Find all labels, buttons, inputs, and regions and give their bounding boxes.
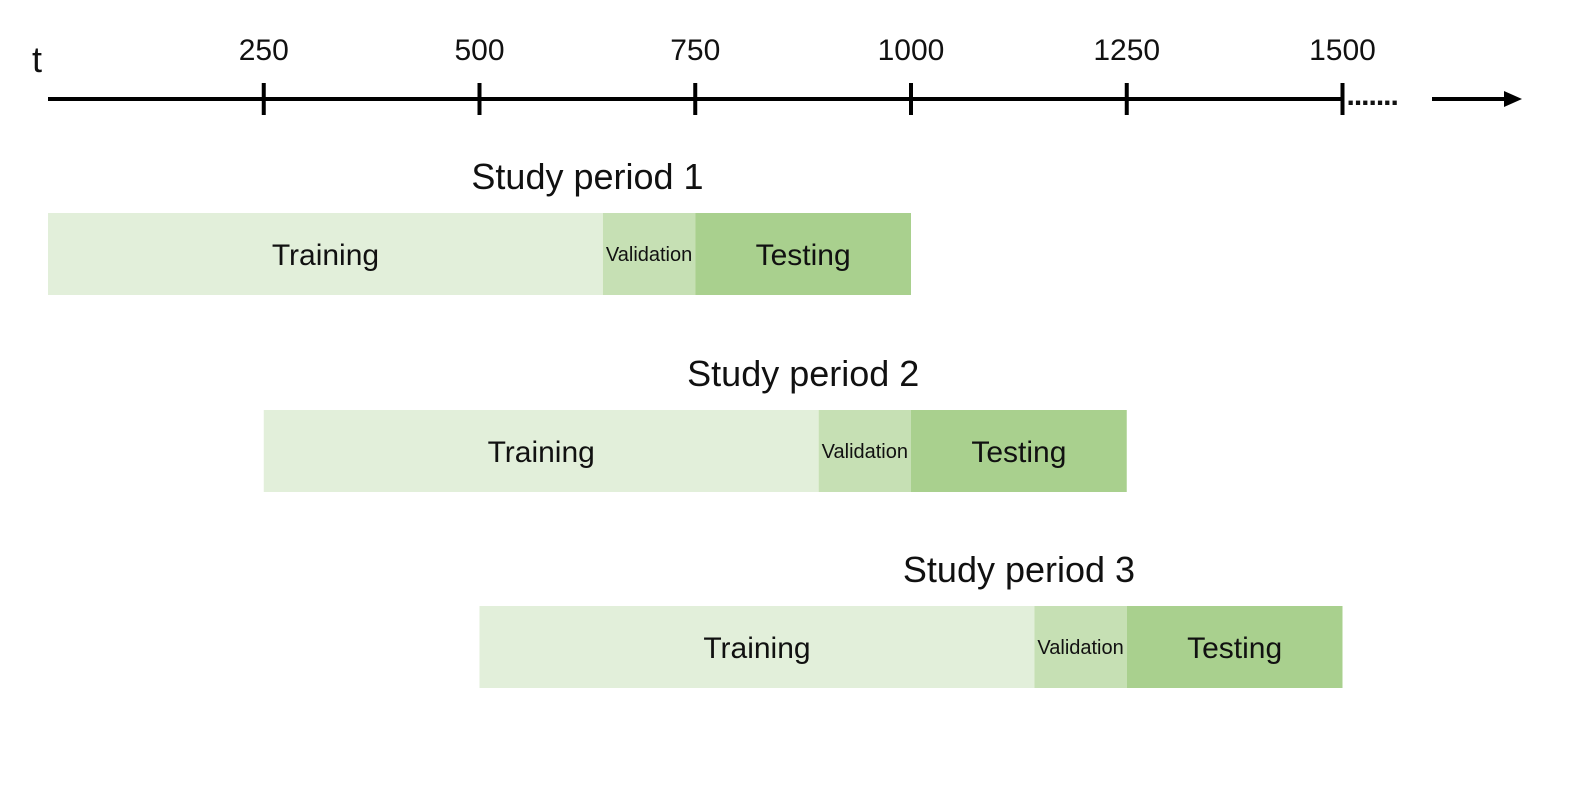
validation-label: Validation	[1037, 637, 1123, 659]
testing-segment	[1126, 606, 1343, 688]
testing-label: Testing	[971, 436, 1066, 469]
time-axis: t 250 500 750 1000 1250 1500 .......	[32, 34, 1522, 115]
axis-symbol-t: t	[32, 39, 42, 80]
training-label: Training	[488, 436, 595, 469]
testing-label: Testing	[756, 239, 851, 272]
study-period-title: Study period 3	[903, 549, 1135, 590]
axis-tick-label: 750	[670, 34, 720, 67]
testing-segment	[911, 410, 1127, 492]
training-segment	[48, 213, 603, 295]
study-period-2: Training Validation Testing Study period 2	[263, 353, 1127, 492]
validation-segment	[602, 213, 696, 295]
validation-label: Validation	[606, 244, 692, 266]
axis-tick-label: 1000	[878, 34, 945, 67]
axis-tick-label: 1500	[1309, 34, 1376, 67]
axis-tick-label: 500	[454, 34, 504, 67]
training-label: Training	[272, 239, 379, 272]
axis-arrowhead	[1504, 91, 1522, 107]
testing-label: Testing	[1187, 632, 1282, 665]
validation-segment	[1034, 606, 1127, 688]
axis-continuation-dots: .......	[1347, 79, 1398, 112]
study-period-title: Study period 2	[687, 353, 919, 394]
axis-tick-label: 250	[239, 34, 289, 67]
study-period-3: Training Validation Testing Study period 3	[479, 549, 1343, 688]
testing-segment	[695, 213, 911, 295]
axis-ticks: 250 500 750 1000 1250 1500	[239, 34, 1376, 115]
training-label: Training	[703, 632, 810, 665]
study-period-title: Study period 1	[471, 156, 703, 197]
validation-label: Validation	[822, 441, 908, 463]
training-segment	[263, 410, 819, 492]
training-segment	[479, 606, 1035, 688]
study-period-1: Training Validation Testing Study period 1	[48, 156, 911, 295]
validation-segment	[818, 410, 911, 492]
axis-tick-label: 1250	[1093, 34, 1160, 67]
